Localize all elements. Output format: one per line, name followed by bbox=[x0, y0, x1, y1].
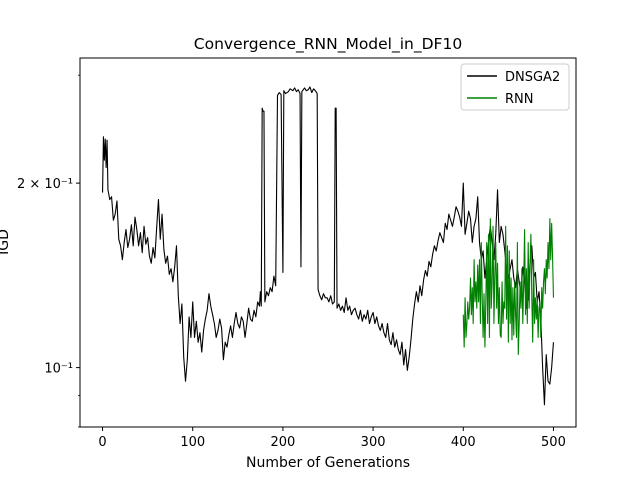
y-tick-label: 10⁻¹ bbox=[44, 362, 73, 377]
x-tick-label: 300 bbox=[361, 435, 386, 450]
series-line-rnn bbox=[462, 218, 554, 356]
x-tick-label: 0 bbox=[98, 435, 106, 450]
legend-label-rnn: RNN bbox=[505, 92, 533, 107]
series-lines bbox=[102, 86, 554, 406]
x-tick-label: 500 bbox=[541, 435, 566, 450]
x-axis: 0 100 200 300 400 500 bbox=[98, 427, 566, 450]
plot-area bbox=[79, 57, 577, 428]
x-tick-label: 100 bbox=[180, 435, 205, 450]
series-line-dnsga2 bbox=[102, 86, 554, 406]
y-tick-label: 2 × 10⁻¹ bbox=[17, 177, 73, 192]
chart-title: Convergence_RNN_Model_in_DF10 bbox=[194, 35, 462, 54]
x-tick-label: 400 bbox=[451, 435, 476, 450]
legend: DNSGA2 RNN bbox=[460, 63, 570, 111]
x-axis-label: Number of Generations bbox=[246, 455, 410, 471]
legend-label-dnsga2: DNSGA2 bbox=[505, 70, 560, 85]
x-tick-label: 200 bbox=[270, 435, 295, 450]
y-axis: 10⁻¹ 2 × 10⁻¹ bbox=[17, 74, 80, 428]
y-axis-label: IGD bbox=[0, 229, 12, 255]
